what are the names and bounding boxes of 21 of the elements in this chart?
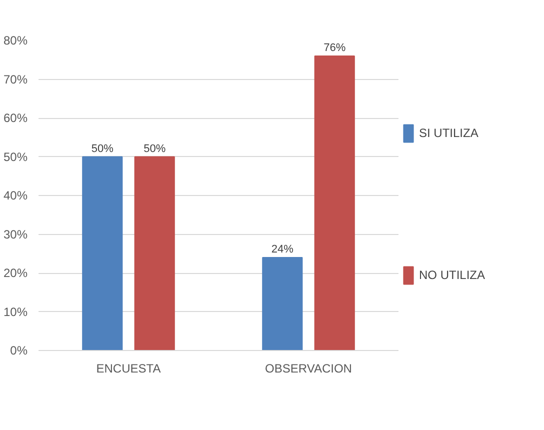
data-label: 76% <box>324 42 346 54</box>
y-tick-label: 80% <box>3 34 28 48</box>
y-tick-label: 40% <box>3 188 28 202</box>
bar <box>134 156 175 350</box>
legend-label: NO UTILIZA <box>419 268 486 282</box>
bar <box>314 56 355 350</box>
y-tick-label: 20% <box>3 266 28 280</box>
legend-label: SI UTILIZA <box>419 126 478 140</box>
bar <box>262 257 303 350</box>
x-tick-label: ENCUESTA <box>96 362 161 376</box>
bar <box>82 156 123 350</box>
y-tick-label: 50% <box>3 150 28 164</box>
y-tick-label: 60% <box>3 111 28 125</box>
x-tick-label: OBSERVACION <box>265 362 352 376</box>
data-label: 50% <box>91 142 114 155</box>
y-tick-label: 0% <box>10 344 28 358</box>
y-tick-label: 10% <box>3 304 28 319</box>
data-label: 24% <box>271 244 294 256</box>
y-tick-label: 30% <box>3 227 28 242</box>
y-tick-label: 70% <box>3 72 28 86</box>
data-label: 50% <box>144 142 166 155</box>
